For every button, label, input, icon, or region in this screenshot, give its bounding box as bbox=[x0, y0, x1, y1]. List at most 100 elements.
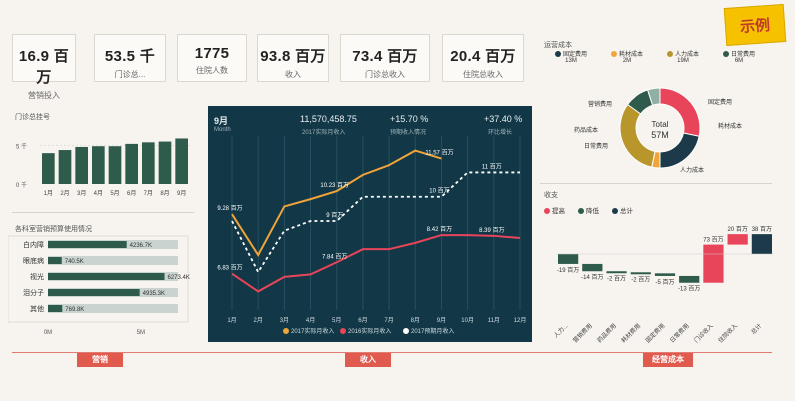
bar bbox=[92, 146, 105, 184]
legend-item[interactable]: 人力成本 19M bbox=[656, 49, 710, 64]
x-tick-label: 9月 bbox=[437, 317, 446, 324]
kpi-card-inpatient-revenue[interactable]: 20.4 百万 住院总收入 bbox=[442, 34, 524, 82]
donut-center-label: Total bbox=[652, 120, 669, 129]
legend-marker bbox=[544, 208, 550, 215]
kpi-label: 住院总收入 bbox=[463, 70, 503, 79]
y-tick-label: 0 千 bbox=[16, 181, 27, 189]
legend-item[interactable]: 提高 bbox=[544, 205, 565, 215]
kpi-card-revenue[interactable]: 93.8 百万 收入 bbox=[257, 34, 329, 82]
actual-revenue-value: 11,570,458.75 bbox=[300, 114, 357, 124]
x-tick-label: 1月 bbox=[44, 190, 53, 197]
bar bbox=[42, 153, 55, 184]
x-tick-label: 7月 bbox=[384, 317, 393, 324]
yoy-pct-value: +37.40 % bbox=[484, 114, 523, 124]
legend-item[interactable]: 降低 bbox=[578, 205, 599, 215]
data-label: 10.23 百万 bbox=[320, 182, 349, 189]
legend-item[interactable]: 固定费用 13M bbox=[544, 49, 598, 64]
x-tick-label: 4月 bbox=[94, 190, 103, 197]
data-label: 9.28 百万 bbox=[217, 205, 242, 212]
legend-marker bbox=[666, 51, 673, 58]
x-tick-label: 固定费用 bbox=[644, 322, 667, 345]
category-label: 眼底病 bbox=[23, 256, 44, 265]
bar bbox=[48, 241, 127, 248]
legend-marker bbox=[340, 328, 346, 334]
bar bbox=[48, 273, 165, 280]
data-label: 9 百万 bbox=[326, 212, 343, 219]
data-label: 6.83 百万 bbox=[217, 265, 242, 272]
data-label: 7.84 百万 bbox=[322, 253, 347, 260]
value-label: 769.8K bbox=[65, 307, 84, 313]
slice-label: 耗材成本 bbox=[718, 122, 742, 130]
legend-label: 2017预期月收入 bbox=[411, 327, 454, 335]
kpi-value: 20.4 百万 bbox=[450, 48, 516, 65]
bar bbox=[48, 305, 63, 312]
slice-label: 营销费用 bbox=[588, 100, 612, 108]
bar bbox=[108, 146, 122, 184]
x-tick-label: 4月 bbox=[306, 317, 315, 324]
data-label: 8.42 百万 bbox=[427, 226, 452, 233]
legend-item[interactable]: 日常费用 6M bbox=[712, 49, 766, 64]
legend-value: 2M bbox=[622, 58, 632, 64]
marketing-title: 各科室营销预算使用情况 bbox=[15, 226, 92, 233]
bar bbox=[158, 141, 172, 184]
chart-frame bbox=[8, 235, 189, 323]
waterfall-bar bbox=[703, 244, 724, 283]
legend-marker bbox=[610, 51, 617, 58]
kpi-card-outpatient[interactable]: 53.5 千 门诊总... bbox=[94, 34, 166, 82]
x-tick-label: 3月 bbox=[77, 190, 86, 197]
category-label: 白内障 bbox=[23, 240, 44, 249]
legend-label: 2017实际月收入 bbox=[291, 327, 334, 335]
tab-revenue[interactable]: 收入 bbox=[345, 353, 391, 367]
kpi-card-outpatient-revenue[interactable]: 73.4 百万 门诊总收入 bbox=[340, 34, 430, 82]
slice-label: 药品成本 bbox=[574, 126, 598, 134]
outpatient-bar-chart[interactable]: 5 千 0 千 1月 2月 3月 4月 5月 6月 7月 8月 9月 bbox=[14, 122, 194, 212]
legend-label: 总计 bbox=[620, 208, 633, 215]
x-tick-label: 耗材费用 bbox=[620, 322, 643, 345]
kpi-card-marketing[interactable]: 16.9 百万 营销投入 bbox=[12, 34, 76, 100]
value-label: -2 百万 bbox=[607, 275, 626, 282]
x-tick-label: 2月 bbox=[60, 190, 69, 197]
footer-line bbox=[12, 352, 772, 353]
bar bbox=[142, 142, 155, 184]
kpi-card-inpatients[interactable]: 1775 住院人数 bbox=[177, 34, 247, 82]
legend-label: 固定费用 bbox=[562, 52, 587, 58]
x-tick-label: 药品费用 bbox=[595, 322, 618, 345]
waterfall-bar bbox=[630, 272, 651, 275]
x-tick-label: 7月 bbox=[144, 190, 153, 197]
donut-center-value: 57M bbox=[651, 130, 669, 140]
legend-marker bbox=[722, 51, 729, 58]
outpatient-title: 门诊总挂号 bbox=[15, 114, 50, 121]
value-label: 4236.7K bbox=[130, 243, 152, 249]
legend-marker bbox=[578, 208, 584, 215]
kpi-label: 门诊总收入 bbox=[365, 70, 405, 79]
x-tick-label: 11月 bbox=[488, 317, 500, 324]
value-label: 4935.3K bbox=[143, 291, 165, 297]
x-tick-label: 10月 bbox=[461, 317, 474, 324]
value-label: 38 百万 bbox=[752, 226, 772, 233]
legend-label: 2016实际月收入 bbox=[348, 327, 391, 335]
kpi-value: 73.4 百万 bbox=[352, 48, 418, 65]
marketing-bar-chart[interactable]: 白内障 4236.7K 眼底病 740.5K 视光 6273.4K 泪分子 4935.3K 其他… bbox=[8, 234, 193, 344]
legend-value: 13M bbox=[565, 58, 577, 64]
bar bbox=[75, 146, 88, 184]
x-tick-label: 5M bbox=[137, 330, 145, 336]
legend-item[interactable]: 总计 bbox=[612, 205, 633, 215]
legend-label: 耗材成本 bbox=[618, 52, 643, 58]
tab-marketing[interactable]: 营销 bbox=[77, 353, 123, 367]
legend-value: 6M bbox=[734, 58, 744, 64]
category-label: 其他 bbox=[30, 304, 44, 313]
x-tick-label: 5月 bbox=[332, 317, 341, 324]
revenue-line-chart[interactable]: 1月 2月 3月 4月 5月 6月 7月 8月 9月 10月 11月 12月 9.28 百万 10.23 … bbox=[208, 106, 532, 342]
waterfall-bar bbox=[606, 271, 627, 274]
waterfall-legend: 提高 降低 总计 bbox=[544, 205, 744, 215]
bar bbox=[175, 138, 188, 184]
waterfall-title: 收支 bbox=[544, 192, 558, 199]
bar bbox=[125, 143, 138, 184]
x-tick-label: 人力... bbox=[552, 322, 570, 340]
value-label: -13 百万 bbox=[678, 286, 700, 293]
legend-item[interactable]: 耗材成本 2M bbox=[600, 49, 654, 64]
value-label: 20 百万 bbox=[727, 226, 747, 233]
tab-operating-cost[interactable]: 经营成本 bbox=[643, 353, 693, 367]
